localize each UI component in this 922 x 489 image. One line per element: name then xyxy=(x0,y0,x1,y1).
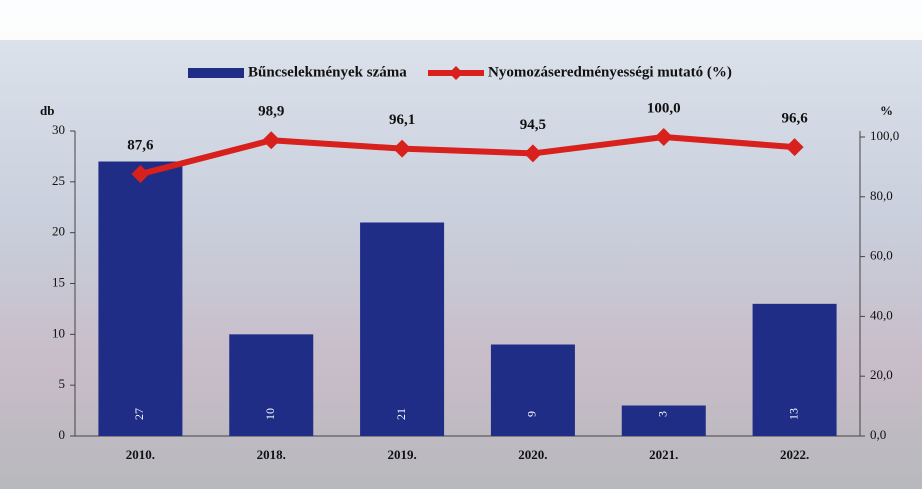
y2-tick-label: 20,0 xyxy=(870,367,893,382)
y-tick-label: 5 xyxy=(59,376,66,391)
y2-tick-label: 100,0 xyxy=(870,128,899,143)
bar xyxy=(491,345,575,437)
y-axis-label: db xyxy=(40,103,54,118)
legend-label: Bűncselekmények száma xyxy=(248,64,407,80)
y-tick-label: 25 xyxy=(52,173,65,188)
line-value-label: 94,5 xyxy=(520,117,546,133)
bar xyxy=(98,162,182,437)
bar-value-label: 27 xyxy=(132,408,146,420)
y-tick-label: 15 xyxy=(52,274,65,289)
top-band xyxy=(0,0,922,40)
line-value-label: 98,9 xyxy=(258,104,284,120)
x-tick-label: 2019. xyxy=(387,447,416,462)
bar-value-label: 10 xyxy=(263,408,277,420)
line-value-label: 96,1 xyxy=(389,112,415,128)
x-tick-label: 2021. xyxy=(649,447,678,462)
line-value-label: 100,0 xyxy=(647,100,681,116)
y-tick-label: 0 xyxy=(59,427,66,442)
x-tick-label: 2022. xyxy=(780,447,809,462)
y2-tick-label: 40,0 xyxy=(870,307,893,322)
bar xyxy=(622,406,706,437)
y2-tick-label: 0,0 xyxy=(870,427,886,442)
bar-value-label: 3 xyxy=(656,411,670,417)
y-tick-label: 10 xyxy=(52,325,65,340)
y2-axis-label: % xyxy=(880,103,893,118)
bar-value-label: 21 xyxy=(394,408,408,420)
legend-label: Nyomozáseredményességi mutató (%) xyxy=(488,64,732,80)
x-tick-label: 2010. xyxy=(126,447,155,462)
x-tick-label: 2020. xyxy=(518,447,547,462)
bar xyxy=(360,223,444,437)
chart: db % 0 5 10 15 20 25 30 0,0 20,0 40,0 60,0 80,0 100,… xyxy=(0,0,922,489)
bar-value-label: 9 xyxy=(525,411,539,417)
x-tick-label: 2018. xyxy=(257,447,286,462)
bar-value-label: 13 xyxy=(786,408,800,420)
line-value-label: 96,6 xyxy=(781,111,808,127)
y2-tick-label: 80,0 xyxy=(870,188,893,203)
line-value-label: 87,6 xyxy=(127,137,154,153)
y2-tick-label: 60,0 xyxy=(870,248,893,263)
legend-swatch xyxy=(188,68,244,78)
y-tick-label: 30 xyxy=(52,122,65,137)
y-tick-label: 20 xyxy=(52,224,65,239)
